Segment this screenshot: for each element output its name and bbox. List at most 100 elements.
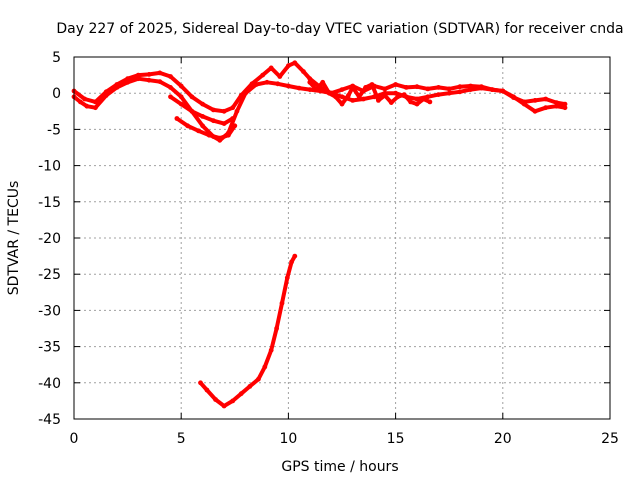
data-point [489, 87, 495, 92]
data-point [408, 99, 413, 105]
data-point [393, 90, 398, 96]
chart-title: Day 227 of 2025, Sidereal Day-to-day VTE… [56, 21, 623, 37]
data-point [361, 96, 366, 102]
data-point [289, 259, 294, 265]
data-point [301, 69, 306, 74]
data-point [230, 116, 236, 121]
grid [74, 57, 610, 419]
data-point [168, 85, 173, 90]
data-point [168, 74, 173, 79]
data-point [93, 105, 98, 111]
data-point [82, 96, 88, 102]
data-point [238, 391, 244, 397]
y-tick-label: 5 [52, 50, 61, 66]
x-tick-label: 25 [601, 431, 619, 447]
data-point [204, 387, 210, 393]
data-point [200, 101, 206, 107]
x-tick-label: 5 [177, 431, 186, 447]
data-point [189, 108, 195, 114]
data-point [189, 94, 195, 100]
data-point [369, 82, 375, 87]
data-point [135, 72, 141, 78]
data-point [457, 84, 463, 90]
y-tick-label: 0 [52, 86, 61, 102]
y-tick-label: -45 [38, 412, 61, 428]
y-tick-label: -35 [38, 340, 61, 356]
data-point [114, 82, 120, 87]
series-line-low-dip [198, 254, 297, 408]
data-point [346, 93, 351, 98]
data-point [479, 84, 484, 90]
data-point [382, 93, 388, 98]
data-point [286, 83, 291, 89]
data-point [414, 84, 420, 90]
x-tick-label: 15 [387, 431, 405, 447]
data-point [436, 85, 441, 90]
data-point [562, 105, 568, 111]
data-point [125, 76, 130, 82]
data-point [350, 98, 356, 103]
data-point [232, 123, 238, 129]
data-point [296, 85, 302, 91]
data-point [468, 83, 473, 89]
plot-frame [73, 56, 611, 420]
data-point [230, 398, 236, 404]
data-point [403, 85, 409, 90]
data-point [174, 116, 180, 121]
data-point [230, 105, 236, 111]
data-point [286, 63, 291, 69]
data-point [414, 96, 420, 102]
data-point [264, 79, 270, 85]
data-point [185, 123, 191, 129]
data-point [339, 94, 345, 100]
data-point [146, 77, 152, 83]
data-point [543, 96, 549, 102]
data-point [78, 99, 83, 105]
data-point [274, 326, 279, 331]
x-tick-label: 0 [70, 431, 79, 447]
data-point [292, 253, 298, 259]
data-point [468, 87, 473, 92]
data-point [157, 79, 163, 84]
data-point [262, 364, 268, 370]
y-tick-label: -30 [38, 303, 61, 319]
y-tick-label: -40 [38, 376, 61, 392]
data-point [200, 114, 206, 119]
data-point [307, 87, 313, 92]
data-point [178, 94, 184, 100]
x-tick-label: 10 [279, 431, 297, 447]
data-point [211, 107, 216, 113]
data-point [200, 123, 206, 129]
data-point [307, 76, 313, 82]
data-point [421, 96, 426, 102]
data-point [425, 86, 431, 92]
data-point [268, 65, 274, 71]
data-point [393, 82, 398, 87]
data-point [532, 108, 538, 114]
data-point [221, 403, 227, 409]
y-tick-label: -15 [38, 195, 61, 211]
data-point [268, 347, 274, 353]
data-point [226, 132, 231, 138]
data-point [401, 92, 407, 97]
data-point [554, 100, 559, 105]
data-point [93, 99, 98, 105]
data-point [500, 88, 506, 94]
x-tick-label: 20 [494, 431, 512, 447]
data-point [320, 79, 326, 85]
x-axis-label: GPS time / hours [281, 459, 398, 475]
data-point [436, 92, 441, 97]
y-tick-label: -25 [38, 267, 61, 283]
data-point [146, 72, 152, 77]
data-point [339, 101, 345, 107]
data-point [457, 89, 463, 95]
data-point [333, 94, 338, 100]
data-point [339, 87, 345, 92]
data-point [275, 81, 281, 87]
data-point [256, 376, 261, 382]
y-axis-label: SDTVAR / TECUs [6, 181, 22, 296]
series-group [71, 60, 568, 409]
data-point [395, 94, 401, 100]
data-point [554, 103, 559, 109]
